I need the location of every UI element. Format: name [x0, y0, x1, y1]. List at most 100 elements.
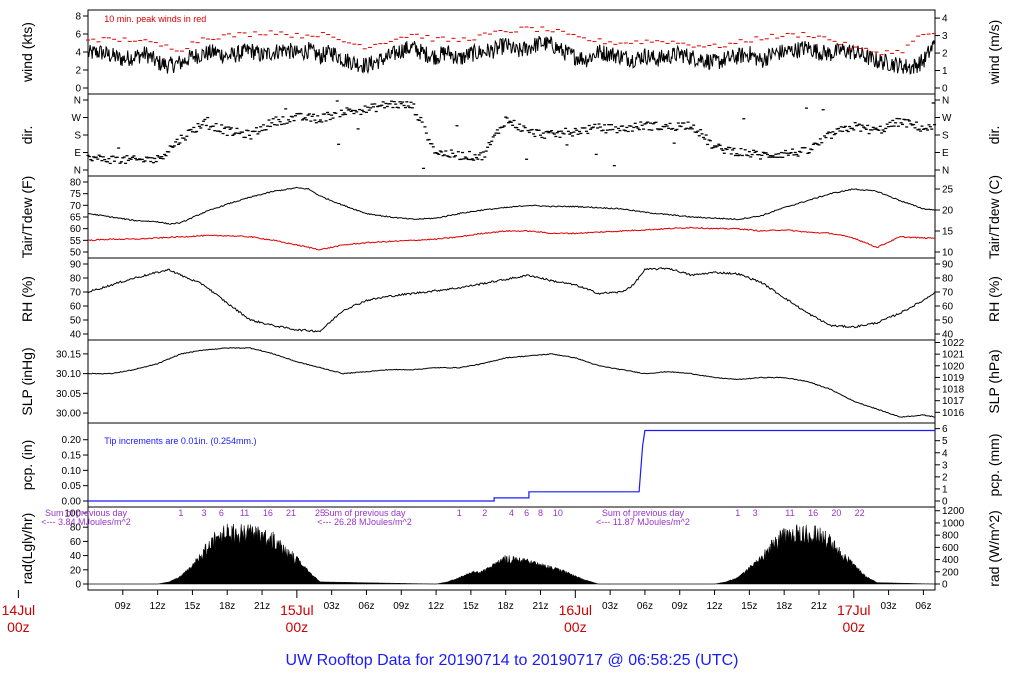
x-tick-label: 21z [811, 601, 827, 612]
temp-ylabel: Tair/Tdew (F) [19, 176, 35, 258]
rh-ytick-label: 40 [70, 330, 82, 341]
wind-ytick-label: 2 [75, 66, 81, 77]
slp-ytick-label: 30.00 [56, 409, 81, 420]
dir-right-ytick-label: W [942, 113, 952, 124]
x-axis: 09z 12z 15z 18z 21z 03z 06z 09z 12z 15z 18z 21z 03z 0… [2, 590, 931, 635]
rad-right-ytick-label: 600 [942, 543, 959, 554]
x-tick-label: 06z [915, 601, 931, 612]
rad-ytick-label: 60 [70, 537, 82, 548]
slp-right-ytick-label: 1020 [942, 361, 965, 372]
rad-hour-label: 8 [538, 508, 543, 518]
rh-frame [87, 257, 936, 341]
rh-line [87, 267, 936, 333]
dir-ylabel: dir. [19, 126, 35, 145]
wind-speed-line [87, 35, 935, 75]
wind-right-ylabel: wind (m/s) [986, 20, 1002, 86]
x-day-time: 00z [7, 619, 30, 635]
rad-daily-sum: <--- 11.87 MJoules/m^2 [596, 517, 690, 527]
x-tick-label: 18z [498, 601, 514, 612]
rad-hour-label: 6 [524, 508, 529, 518]
x-tick-label: 12z [706, 601, 722, 612]
pcp-right-ytick-label: 1 [942, 484, 948, 495]
temp-ytick-label: 65 [70, 213, 82, 224]
temp-right-ytick-label: 10 [942, 248, 954, 259]
temp-frame [87, 175, 936, 259]
x-tick-label: 12z [150, 601, 166, 612]
temp-ytick-label: 70 [70, 201, 82, 212]
temp-ytick-label: 75 [70, 189, 82, 200]
x-day-time: 00z [564, 619, 587, 635]
temp-right-ytick-label: 25 [942, 185, 954, 196]
slp-ytick-label: 30.05 [56, 389, 81, 400]
wind-ytick-label: 6 [75, 30, 81, 41]
dir-ytick-label: N [74, 96, 81, 107]
x-day-date: 16Jul [559, 602, 592, 618]
rh-ytick-label: 70 [70, 288, 82, 299]
chart-title: UW Rooftop Data for 20190714 to 20190717… [286, 652, 739, 669]
x-day-time: 00z [286, 619, 309, 635]
x-tick-label: 09z [672, 601, 688, 612]
rad-right-ytick-label: 200 [942, 567, 959, 578]
rh-right-ylabel: RH (%) [986, 276, 1002, 322]
rad-right-ytick-label: 800 [942, 531, 959, 542]
wind-annotation: 10 min. peak winds in red [104, 14, 206, 24]
pcp-right-ytick-label: 3 [942, 460, 948, 471]
dir-right-ytick-label: S [942, 131, 949, 142]
rad-daily-sum: Sum of previous day [323, 508, 406, 518]
slp-right-ytick-label: 1017 [942, 396, 965, 407]
rad-hour-label: 3 [753, 508, 758, 518]
dir-ytick-label: N [74, 166, 81, 177]
slp-right-ylabel: SLP (hPa) [986, 349, 1002, 413]
dir-right-ytick-label: N [942, 166, 949, 177]
slp-ylabel: SLP (inHg) [19, 347, 35, 415]
dir-right-ylabel: dir. [986, 126, 1002, 145]
x-tick-label: 03z [881, 601, 897, 612]
pcp-right-ylabel: pcp. (mm) [986, 434, 1002, 497]
rh-right-ytick-label: 60 [942, 302, 954, 313]
dir-ytick-label: W [72, 113, 82, 124]
rad-right-ytick-label: 0 [942, 580, 948, 591]
rh-right-ytick-label: 50 [942, 316, 954, 327]
pcp-right-ytick-label: 2 [942, 472, 948, 483]
rad-hour-label: 16 [263, 508, 273, 518]
rh-right-ytick-label: 40 [942, 330, 954, 341]
rad-frame [87, 506, 936, 591]
slp-ytick-label: 30.15 [56, 349, 81, 360]
rad-right-ytick-label: 400 [942, 555, 959, 566]
pcp-right-ytick-label: 4 [942, 448, 948, 459]
rad-hour-label: 10 [553, 508, 563, 518]
x-day-date: 15Jul [280, 602, 313, 618]
rad-daily-sum: Sum of previous day [45, 508, 128, 518]
rad-ytick-label: 80 [70, 523, 82, 534]
x-tick-label: 15z [463, 601, 479, 612]
x-tick-label: 15z [741, 601, 757, 612]
temp-ytick-label: 55 [70, 236, 82, 247]
rad-hour-label: 20 [831, 508, 841, 518]
slp-right-ytick-label: 1019 [942, 373, 965, 384]
rh-right-ytick-label: 90 [942, 260, 954, 271]
rad-ylabel: rad(Lgly/hr) [19, 513, 35, 585]
temp-right-ylabel: Tair/Tdew (C) [986, 175, 1002, 259]
rad-right-ytick-label: 1200 [942, 506, 965, 517]
x-tick-label: 21z [532, 601, 548, 612]
slp-line [87, 347, 936, 418]
temp-ytick-label: 60 [70, 224, 82, 235]
pcp-ytick-label: 0.20 [62, 435, 82, 446]
slp-right-ytick-label: 1016 [942, 408, 965, 419]
slp-right-ytick-label: 1022 [942, 338, 965, 349]
rad-ytick-label: 20 [70, 565, 82, 576]
x-day-date: 17Jul [837, 602, 870, 618]
rad-hour-label: 1 [735, 508, 740, 518]
rad-area [88, 523, 935, 585]
x-day-time: 00z [842, 619, 865, 635]
temp-ytick-label: 80 [70, 178, 82, 189]
x-tick-label: 21z [254, 601, 270, 612]
rad-hour-label: 3 [202, 508, 207, 518]
wind-peak-markers [86, 26, 936, 56]
wind-right-ytick-label: 1 [942, 66, 948, 77]
wind-ytick-label: 0 [75, 84, 81, 95]
pcp-right-ytick-label: 0 [942, 497, 948, 508]
pcp-ytick-label: 0.05 [62, 481, 82, 492]
